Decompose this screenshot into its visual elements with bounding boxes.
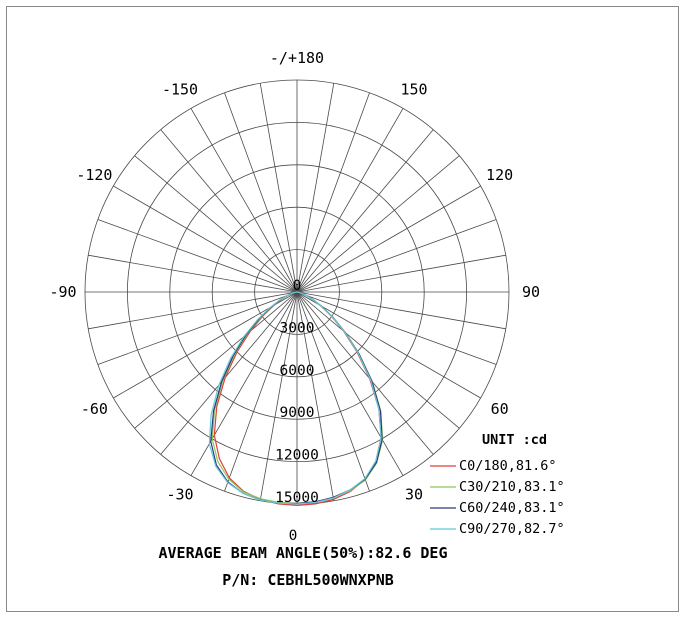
grid-spoke xyxy=(296,185,481,293)
grid-spoke xyxy=(296,83,335,293)
grid-spoke xyxy=(296,291,506,330)
grid-spoke xyxy=(296,291,497,365)
grid-spoke xyxy=(296,219,497,293)
angle-label: 60 xyxy=(491,400,509,418)
grid-spoke xyxy=(296,291,434,455)
angle-label: -90 xyxy=(49,283,76,301)
polar-grid xyxy=(84,79,510,505)
angle-label: 120 xyxy=(486,166,513,184)
grid-spoke xyxy=(88,254,298,293)
unit-label: UNIT :cd xyxy=(482,432,547,448)
angle-label: 90 xyxy=(522,283,540,301)
radial-label: 12000 xyxy=(275,448,319,464)
legend-label: C30/210,83.1° xyxy=(459,479,565,495)
grid-spoke xyxy=(113,185,298,293)
grid-spoke xyxy=(113,291,298,399)
radial-label: 3000 xyxy=(280,320,315,336)
radial-label: 15000 xyxy=(275,490,319,506)
radial-label: 6000 xyxy=(280,363,315,379)
angle-label: 30 xyxy=(405,486,423,504)
grid-spoke xyxy=(296,108,404,293)
grid-spoke xyxy=(190,291,298,476)
grid-spoke xyxy=(134,291,298,429)
polar-labels: 0 3000 6000 9000 12000 15000 0 -/+180 -150 150 -12… xyxy=(49,49,540,544)
legend: UNIT :cd C0/180,81.6° C30/210,83.1° C60/24… xyxy=(430,432,565,537)
angle-label: 150 xyxy=(400,80,427,98)
grid-spoke xyxy=(259,291,298,501)
angle-label: -150 xyxy=(162,80,198,98)
angle-label: -30 xyxy=(166,486,193,504)
grid-spoke xyxy=(296,129,434,293)
grid-spoke xyxy=(160,129,298,293)
legend-label: C90/270,82.7° xyxy=(459,521,565,537)
grid-spoke xyxy=(224,92,298,293)
angle-label: -120 xyxy=(76,166,112,184)
angle-label: -/+180 xyxy=(270,49,324,67)
grid-spoke xyxy=(296,291,335,501)
grid-spoke xyxy=(224,291,298,492)
part-number-text: P/N: CEBHL500WNXPNB xyxy=(222,571,394,589)
grid-spoke xyxy=(296,291,460,429)
grid-spoke xyxy=(296,291,370,492)
radial-label: 0 xyxy=(293,278,302,294)
legend-label: C0/180,81.6° xyxy=(459,458,557,474)
chart-frame xyxy=(6,6,679,612)
series-curve-3 xyxy=(208,291,382,505)
grid-spoke xyxy=(296,291,481,399)
angle-label-bottom: 0 xyxy=(289,528,298,544)
grid-spoke xyxy=(296,155,460,293)
angle-label: -60 xyxy=(81,400,108,418)
beam-angle-text: AVERAGE BEAM ANGLE(50%):82.6 DEG xyxy=(159,544,448,562)
radial-label: 9000 xyxy=(280,405,315,421)
grid-spoke xyxy=(296,92,370,293)
grid-spoke xyxy=(296,254,506,293)
legend-label: C60/240,83.1° xyxy=(459,500,565,516)
grid-spoke xyxy=(259,83,298,293)
grid-spoke xyxy=(190,108,298,293)
grid-spoke xyxy=(134,155,298,293)
grid-spoke xyxy=(97,219,298,293)
grid-spoke xyxy=(88,291,298,330)
grid-spoke xyxy=(160,291,298,455)
grid-spoke xyxy=(97,291,298,365)
grid-spoke xyxy=(296,291,404,476)
luminous-curves xyxy=(208,291,384,507)
